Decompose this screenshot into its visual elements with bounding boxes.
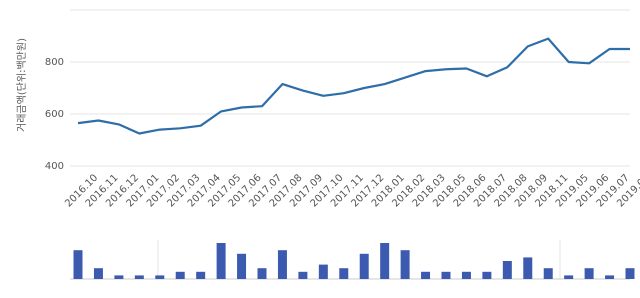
bar bbox=[155, 275, 165, 279]
bar bbox=[441, 271, 451, 279]
bar bbox=[625, 268, 635, 279]
bar bbox=[134, 275, 144, 279]
bar bbox=[237, 253, 247, 279]
bar bbox=[564, 275, 574, 279]
bar bbox=[339, 268, 349, 279]
bar bbox=[584, 268, 594, 279]
bar bbox=[318, 264, 328, 279]
bar bbox=[114, 275, 124, 279]
bar bbox=[421, 271, 431, 279]
bar bbox=[523, 257, 533, 279]
bar bbox=[298, 271, 308, 279]
bar bbox=[196, 271, 206, 279]
bar bbox=[277, 250, 287, 279]
bar bbox=[216, 243, 226, 279]
bar bbox=[482, 271, 492, 279]
bar bbox=[257, 268, 267, 279]
bar bbox=[93, 268, 103, 279]
y-tick-label: 800 bbox=[45, 57, 64, 68]
bar bbox=[380, 243, 390, 279]
bar bbox=[175, 271, 185, 279]
y-tick-label: 400 bbox=[45, 161, 64, 172]
y-tick-label: 600 bbox=[45, 109, 64, 120]
bar bbox=[543, 268, 553, 279]
bar bbox=[359, 253, 369, 279]
bar bbox=[502, 261, 512, 279]
bar bbox=[400, 250, 410, 279]
y-axis-label: 거래금액(단위:백만원) bbox=[15, 38, 28, 132]
bar bbox=[73, 250, 83, 279]
bar bbox=[605, 275, 615, 279]
line bbox=[77, 37, 630, 135]
bar bbox=[461, 271, 471, 279]
